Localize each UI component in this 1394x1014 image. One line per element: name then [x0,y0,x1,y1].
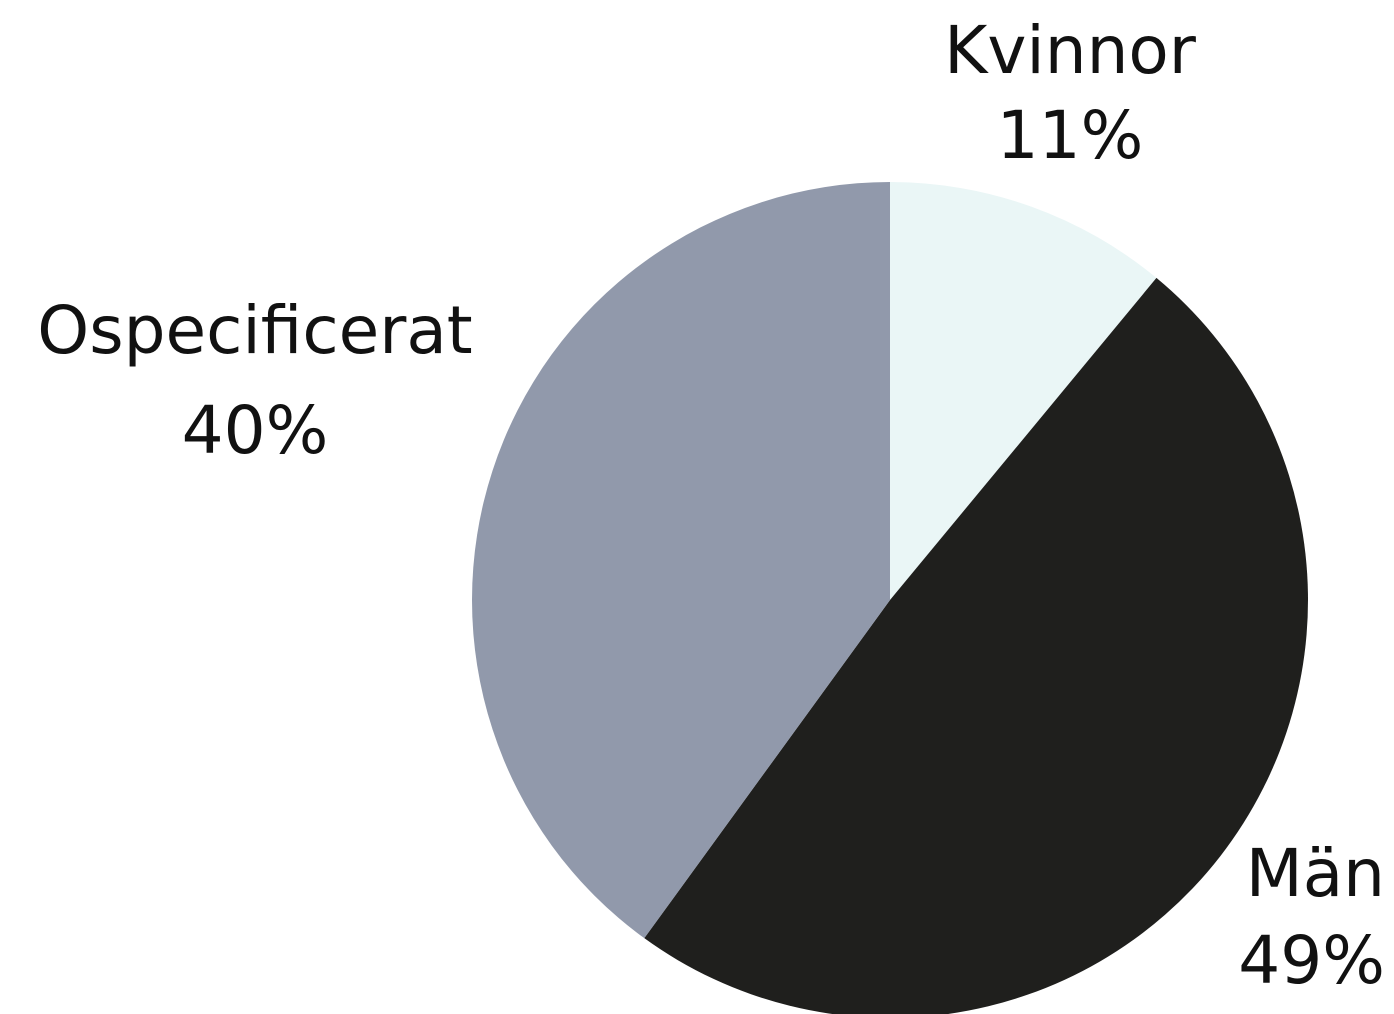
pie-slice [472,182,890,939]
slice-label: Kvinnor [944,12,1197,89]
slice-value-label: 40% [182,392,329,469]
pie-slice [890,182,1157,600]
slice-label: Män [1246,835,1385,912]
slice-label: Ospecificerat [37,292,472,369]
pie-slice [644,277,1308,1014]
slice-value-label: 11% [997,97,1144,174]
slice-value-label: 49% [1238,922,1385,999]
